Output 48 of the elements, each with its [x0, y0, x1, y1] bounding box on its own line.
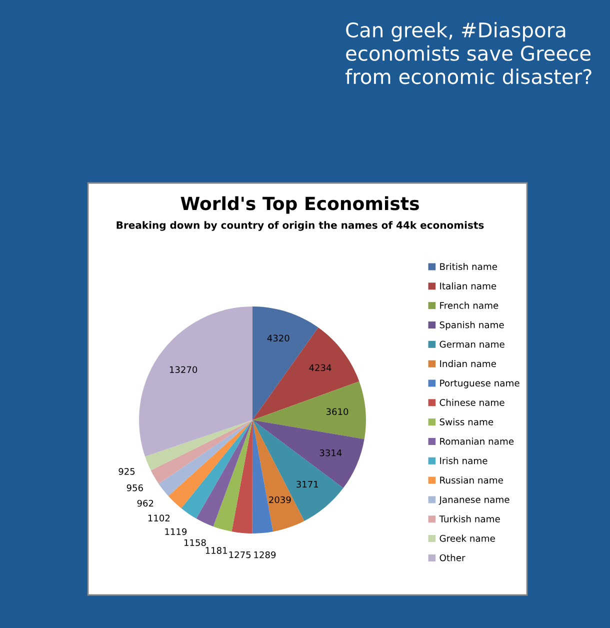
data-label: 3171: [296, 480, 318, 488]
pie-slice: [213, 420, 252, 532]
pie-slice: [145, 420, 252, 470]
pie-slice: [252, 328, 360, 420]
legend-label: Jananese name: [438, 496, 510, 505]
legend-label: Portuguese name: [440, 380, 520, 388]
text: Can greek, #Diaspora economists save Greece from economic disaster?: [345, 22, 592, 84]
chart-subtitle: Breaking down by country of origin the names of 44k economists: [116, 221, 484, 231]
data-label: 3610: [326, 408, 348, 416]
pie-slice: [196, 420, 252, 526]
pie-slice: [158, 420, 252, 496]
data-label: 4234: [309, 364, 332, 372]
pie-slice: [150, 420, 252, 484]
legend-label: Romanian name: [440, 438, 514, 445]
legend-label: Turkish name: [439, 515, 500, 522]
legend-label: Irish name: [440, 457, 488, 464]
pie-slice: [181, 420, 252, 519]
pie-slice: [252, 381, 366, 440]
legend-label: Greek name: [440, 534, 495, 542]
legend-label: Indian name: [440, 360, 496, 368]
pie-slice: [252, 420, 344, 521]
data-label: 962: [137, 500, 154, 507]
data-label: 13270: [170, 366, 198, 374]
data-label: 956: [126, 484, 143, 492]
legend-label: British name: [440, 262, 498, 270]
pie-slice: [252, 420, 364, 488]
data-label: 1275: [229, 551, 251, 558]
data-label: 1102: [148, 514, 170, 522]
legend-label: Spanish name: [440, 321, 504, 330]
legend-label: Russian name: [440, 476, 503, 484]
legend-label: Italian name: [440, 282, 496, 290]
data-label: 1181: [206, 547, 227, 554]
pie-slice: [139, 306, 252, 456]
data-label: 1158: [184, 539, 206, 546]
legend-label: Chinese name: [440, 398, 504, 406]
legend-label: German name: [440, 340, 504, 348]
chart-title: World's Top Economists: [180, 196, 419, 214]
data-label: 3314: [320, 449, 342, 456]
data-label: 925: [118, 468, 135, 475]
pie-slice: [168, 420, 252, 508]
data-label: 2039: [269, 496, 291, 504]
legend-label: French name: [440, 302, 498, 309]
data-label: 4320: [267, 334, 290, 342]
legend-label: Other: [440, 554, 466, 562]
data-label: 1119: [165, 528, 187, 536]
pie-slice: [232, 420, 252, 534]
legend-label: Swiss name: [440, 418, 494, 426]
data-label: 1289: [254, 551, 276, 558]
